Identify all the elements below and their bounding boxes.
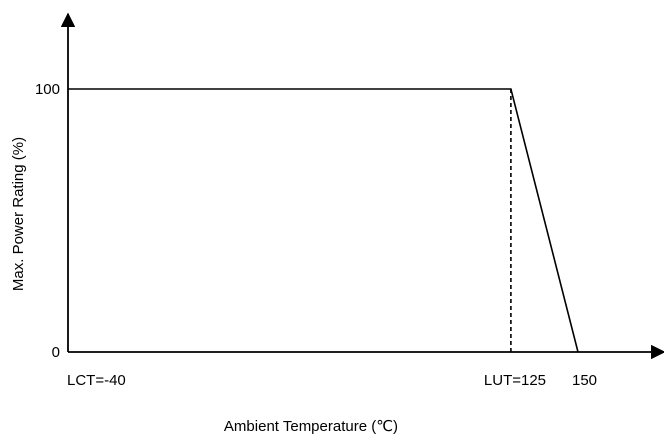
y-axis-title: Max. Power Rating (%) — [10, 137, 27, 291]
y-tick-label: 100 — [35, 81, 60, 98]
x-axis-title: Ambient Temperature (℃) — [224, 418, 398, 435]
x-tick-label: LCT=-40 — [67, 372, 126, 389]
y-tick-label: 0 — [52, 344, 60, 361]
series-line — [68, 88, 579, 353]
x-tick-label: 150 — [572, 372, 597, 389]
x-tick-label: LUT=125 — [484, 372, 546, 389]
